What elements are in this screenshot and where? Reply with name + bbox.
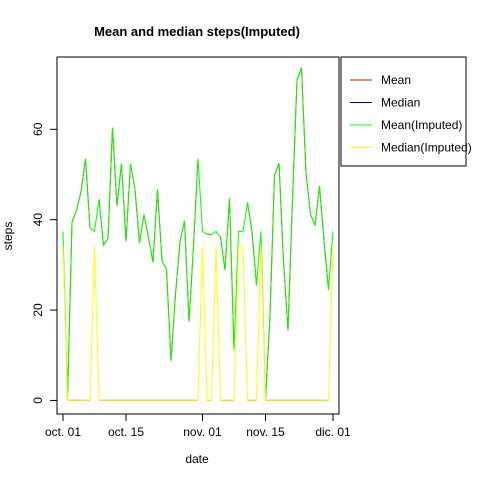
x-tick-label: dic. 01 [315, 425, 351, 439]
y-axis: 0 20 40 60 [31, 122, 58, 404]
x-tick-label: nov. 01 [183, 425, 222, 439]
series-line [98, 127, 199, 362]
series-layer [62, 67, 334, 401]
series-mean [67, 67, 329, 401]
legend-label: Median [381, 96, 420, 110]
series-median-imputed [62, 245, 334, 401]
series-line [265, 67, 329, 401]
legend-label: Mean [381, 73, 411, 87]
y-tick-label: 0 [31, 397, 45, 404]
x-tick-label: nov. 15 [246, 425, 285, 439]
legend-label: Median(Imputed) [381, 141, 472, 155]
series-line [62, 245, 334, 401]
x-tick-label: oct. 01 [45, 425, 81, 439]
y-tick-label: 20 [31, 303, 45, 317]
legend-label: Mean(Imputed) [381, 118, 462, 132]
legend-items: Mean Median Mean(Imputed) Median(Imputed) [350, 73, 472, 155]
y-axis-label: steps [1, 222, 15, 251]
legend: Mean Median Mean(Imputed) Median(Imputed) [340, 56, 472, 167]
x-axis-label: date [185, 452, 209, 466]
y-tick-label: 60 [31, 122, 45, 136]
series-line [62, 67, 334, 401]
plot-area-frame [56, 56, 340, 415]
x-axis: oct. 01 oct. 15 nov. 01 nov. 15 dic. 01 [45, 413, 351, 439]
y-tick-label: 40 [31, 213, 45, 227]
x-tick-label: oct. 15 [108, 425, 144, 439]
series-mean-imputed [62, 67, 334, 401]
chart-title: Mean and median steps(Imputed) [94, 24, 300, 39]
